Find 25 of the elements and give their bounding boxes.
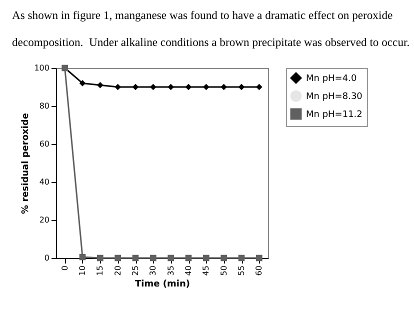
x-tick-label: 20 bbox=[113, 266, 122, 276]
y-tick-label: 80 bbox=[39, 102, 50, 110]
x-tick-label: 30 bbox=[148, 266, 158, 276]
legend-label: Mn pH=8.30 bbox=[306, 92, 363, 102]
y-tick-label: 100 bbox=[34, 64, 50, 72]
x-tick-label: 15 bbox=[96, 266, 105, 276]
x-tick-label: 0 bbox=[60, 266, 70, 271]
y-tick-label: 60 bbox=[39, 140, 50, 148]
y-axis-title: % residual peroxide bbox=[21, 113, 32, 214]
x-tick-label: 25 bbox=[131, 266, 140, 276]
x-tick-label: 45 bbox=[202, 266, 211, 276]
y-tick-label: 0 bbox=[44, 254, 50, 262]
legend-label: Mn pH=4.0 bbox=[306, 74, 357, 84]
x-tick-label: 55 bbox=[237, 266, 246, 276]
y-tick-label: 20 bbox=[39, 216, 50, 224]
y-tick-label: 40 bbox=[39, 178, 50, 186]
x-axis-title: Time (min) bbox=[135, 280, 190, 290]
x-tick-label: 50 bbox=[219, 266, 228, 276]
legend-label: Mn pH=11.2 bbox=[306, 110, 362, 120]
text: As shown in figure 1, manganese was found to have a dramatic effect on peroxide bbox=[12, 8, 394, 24]
x-tick-label: 10 bbox=[78, 266, 87, 276]
x-tick-label: 60 bbox=[254, 266, 264, 276]
x-tick-label: 40 bbox=[184, 266, 193, 276]
text: decomposition. Under alkaline conditions a brown precipitate was observed to occur. bbox=[12, 35, 410, 51]
x-tick-label: 35 bbox=[166, 266, 176, 276]
